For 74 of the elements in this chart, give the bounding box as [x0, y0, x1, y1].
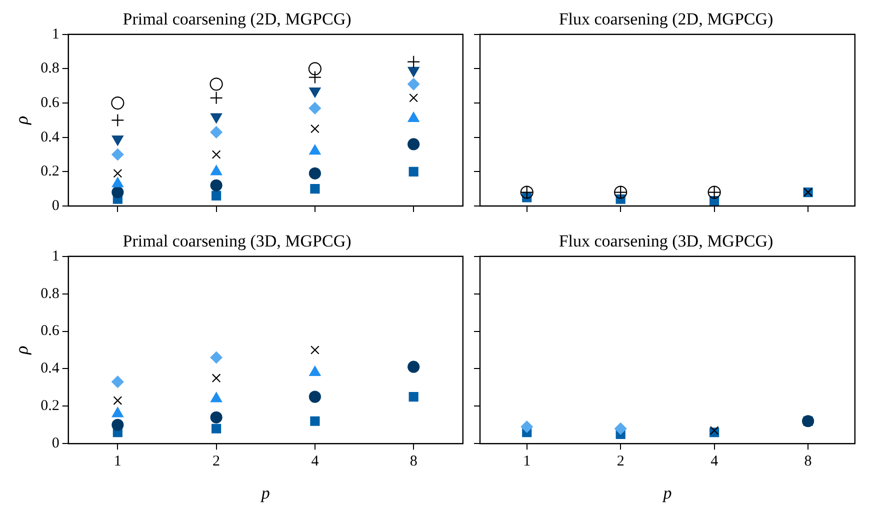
y-tick-label: 0 — [52, 436, 60, 452]
chart-title: Primal coarsening (3D, MGPCG) — [122, 232, 352, 251]
y-axis-title: ρ — [12, 345, 32, 356]
chart-title: Flux coarsening (3D, MGPCG) — [558, 232, 774, 251]
point — [309, 144, 321, 155]
point — [111, 114, 124, 127]
point — [210, 179, 222, 192]
point — [408, 166, 418, 176]
y-tick-label: 0.2 — [40, 164, 60, 180]
y-tick-label: 0.4 — [40, 360, 60, 377]
point — [408, 360, 420, 373]
point — [210, 78, 223, 91]
x-tick-label: 1 — [523, 454, 531, 470]
point — [210, 165, 222, 176]
y-tick-label: 0 — [52, 198, 60, 214]
point — [308, 70, 322, 84]
point — [210, 126, 222, 138]
point — [212, 374, 221, 383]
y-tick-label: 0.2 — [40, 398, 60, 414]
point — [408, 392, 418, 402]
point — [408, 78, 420, 90]
point — [408, 66, 420, 77]
point — [614, 422, 627, 435]
y-tick-label: 0.8 — [40, 286, 60, 302]
point — [210, 392, 222, 402]
x-tick-label: 8 — [410, 454, 418, 470]
x-axis-title: p — [260, 483, 270, 502]
point — [113, 168, 122, 178]
point — [310, 124, 320, 134]
point — [407, 55, 420, 68]
point — [408, 138, 420, 150]
point — [710, 426, 719, 435]
y-tick-label: 1 — [52, 26, 60, 42]
y-tick-label: 0.8 — [40, 60, 60, 77]
point — [309, 366, 321, 376]
point — [111, 96, 124, 110]
x-tick-label: 2 — [212, 454, 220, 470]
point — [308, 390, 321, 403]
point — [112, 407, 124, 418]
point — [112, 186, 124, 198]
x-tick-label: 2 — [616, 454, 624, 470]
point — [112, 177, 124, 188]
point — [520, 420, 533, 433]
y-axis-title: ρ — [12, 116, 32, 126]
point — [113, 396, 122, 405]
point — [112, 376, 124, 388]
point — [408, 112, 420, 122]
chart-title: Flux coarsening (2D, MGPCG) — [558, 10, 774, 29]
x-tick-label: 4 — [311, 454, 320, 470]
point — [112, 148, 124, 161]
point — [310, 184, 320, 194]
point — [308, 102, 321, 114]
x-tick-label: 8 — [804, 454, 812, 470]
point — [309, 87, 321, 98]
point — [212, 424, 222, 434]
y-tick-label: 0.4 — [40, 129, 60, 146]
point — [310, 416, 320, 426]
y-tick-label: 0.6 — [40, 323, 60, 340]
point — [210, 351, 222, 364]
point — [409, 93, 418, 102]
x-axis-title: p — [662, 483, 672, 502]
point — [210, 91, 223, 104]
point — [310, 346, 320, 354]
x-tick-label: 1 — [114, 454, 122, 470]
point — [212, 190, 222, 200]
y-tick-label: 0.6 — [40, 94, 60, 111]
chart-title: Primal coarsening (2D, MGPCG) — [122, 10, 352, 29]
point — [112, 418, 124, 431]
x-tick-label: 4 — [710, 454, 719, 470]
point — [308, 62, 322, 76]
point — [210, 411, 222, 424]
point — [212, 150, 221, 159]
point — [308, 167, 321, 180]
y-tick-label: 1 — [52, 248, 60, 264]
